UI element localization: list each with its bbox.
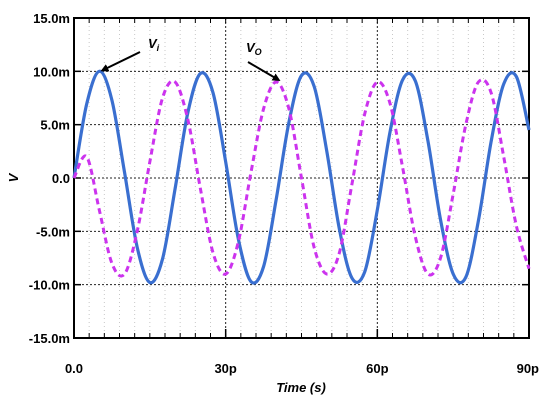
y-tick-label: -15.0m xyxy=(29,331,70,346)
series-layer xyxy=(72,69,531,285)
x-tick-label: 30p xyxy=(214,361,236,376)
annotation-main: V xyxy=(148,36,158,51)
annotation-arrow-vo xyxy=(247,61,281,82)
x-axis-title: Time (s) xyxy=(276,380,326,395)
y-tick-label: -10.0m xyxy=(29,278,70,293)
y-tick-label: 15.0m xyxy=(33,11,70,26)
annotation-label-vi: Vi xyxy=(148,36,160,53)
annotation-main: V xyxy=(246,40,256,55)
y-tick-label: -5.0m xyxy=(36,224,70,239)
y-tick-label: 5.0m xyxy=(40,118,70,133)
tick-labels: 15.0m 10.0m 5.0m 0.0 -5.0m -10.0m -15.0m 0.0 30p… xyxy=(29,11,539,376)
annotation-arrow-vi xyxy=(100,51,141,72)
series-line-vi xyxy=(72,69,531,285)
series-line-vo xyxy=(72,78,531,278)
grid xyxy=(74,18,529,338)
annotation-subscript: O xyxy=(255,47,262,57)
annotation-subscript: i xyxy=(157,43,160,53)
annotation-label-vo: VO xyxy=(246,40,262,57)
y-axis-title: V xyxy=(6,172,21,182)
x-tick-label: 0.0 xyxy=(65,361,83,376)
annotations: Vi VO xyxy=(100,36,281,82)
y-tick-label: 0.0 xyxy=(52,171,70,186)
y-tick-label: 10.0m xyxy=(33,64,70,79)
x-tick-label: 90p xyxy=(517,361,539,376)
x-tick-label: 60p xyxy=(366,361,388,376)
